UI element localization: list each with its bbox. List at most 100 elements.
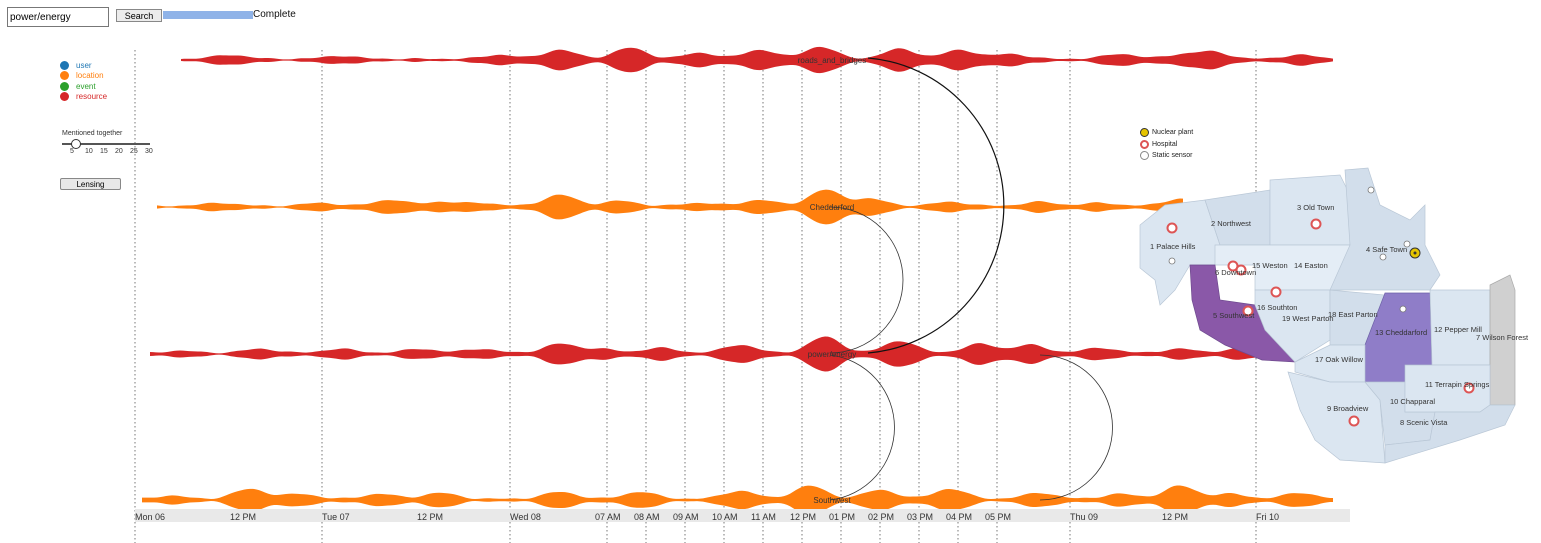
map-legend-label: Nuclear plant bbox=[1152, 129, 1194, 137]
sensor-icon[interactable] bbox=[1367, 186, 1375, 194]
map-legend-item: Static sensor bbox=[1140, 150, 1193, 162]
legend-item-event[interactable]: event bbox=[60, 81, 107, 92]
sensor-icon[interactable] bbox=[1403, 240, 1411, 248]
slider-tick: 10 bbox=[85, 148, 93, 155]
slider-tick: 20 bbox=[115, 148, 123, 155]
hospital-icon[interactable] bbox=[1166, 222, 1178, 234]
resource-dot-icon bbox=[60, 92, 69, 102]
map-region-label: 11 Terrapin Springs bbox=[1425, 380, 1490, 389]
legend-label: resource bbox=[76, 92, 108, 102]
hospital-icon[interactable] bbox=[1235, 264, 1247, 276]
slider-track[interactable] bbox=[62, 143, 150, 145]
time-axis-label: 12 PM bbox=[230, 512, 256, 522]
time-axis-label: Fri 10 bbox=[1256, 512, 1279, 522]
slider-handle[interactable] bbox=[71, 139, 81, 149]
time-axis-label: 09 AM bbox=[673, 512, 699, 522]
map-region-label: 7 Wilson Forest bbox=[1476, 333, 1529, 342]
hospital-icon[interactable] bbox=[1310, 218, 1322, 230]
time-axis-label: 05 PM bbox=[985, 512, 1011, 522]
hospital-icon[interactable] bbox=[1270, 286, 1282, 298]
time-axis-label: 07 AM bbox=[595, 512, 621, 522]
time-axis-label: 11 AM bbox=[751, 512, 776, 522]
map-region-label: 14 Easton bbox=[1294, 261, 1328, 270]
time-axis-bar bbox=[135, 509, 1350, 522]
time-axis-label: 01 PM bbox=[829, 512, 855, 522]
map-region-label: 19 West Parton bbox=[1282, 314, 1334, 323]
hospital-icon[interactable] bbox=[1348, 415, 1360, 427]
map-region-scenic-vista[interactable] bbox=[1384, 404, 1516, 464]
time-axis-label: 02 PM bbox=[868, 512, 894, 522]
legend-item-location[interactable]: location bbox=[60, 71, 107, 82]
map-region-label: 17 Oak Willow bbox=[1315, 355, 1364, 364]
stream-label[interactable]: roads_and_bridges bbox=[798, 56, 867, 65]
search-input[interactable] bbox=[7, 7, 109, 27]
city-map: 1 Palace Hills 2 Northwest 3 Old Town 4 Saf… bbox=[1139, 167, 1529, 464]
event-dot-icon bbox=[60, 81, 69, 91]
map-region-label: 5 Southwest bbox=[1213, 311, 1255, 320]
nuclear-icon bbox=[1140, 128, 1149, 138]
stream-label[interactable]: Southwest bbox=[813, 496, 851, 505]
map-region-label: 16 Southton bbox=[1257, 303, 1297, 312]
slider-tick: 15 bbox=[100, 148, 108, 155]
map-region-label: 10 Chapparal bbox=[1390, 397, 1435, 406]
sensor-icon[interactable] bbox=[1399, 305, 1407, 313]
legend-label: event bbox=[76, 81, 96, 91]
hospital-icon[interactable] bbox=[1463, 382, 1475, 394]
link-arc bbox=[829, 206, 904, 354]
nuclear-icon-core bbox=[1413, 251, 1417, 255]
time-axis-label: 04 PM bbox=[946, 512, 972, 522]
time-axis-label: 10 AM bbox=[712, 512, 738, 522]
hospital-icon bbox=[1140, 139, 1149, 149]
legend-item-user[interactable]: user bbox=[60, 60, 107, 71]
map-region-label: 13 Cheddarford bbox=[1375, 328, 1427, 337]
sensor-icon[interactable] bbox=[1168, 257, 1176, 265]
hospital-icon[interactable] bbox=[1242, 305, 1254, 317]
time-axis-label: 12 PM bbox=[790, 512, 816, 522]
slider-label: Mentioned together bbox=[62, 130, 123, 137]
search-button[interactable]: Search bbox=[116, 9, 162, 22]
time-axis-label: Thu 09 bbox=[1070, 512, 1098, 522]
stream-0[interactable] bbox=[181, 46, 1333, 74]
map-legend-label: Hospital bbox=[1152, 140, 1178, 148]
type-legend: user location event resource bbox=[60, 60, 107, 102]
stream-label[interactable]: power/energy bbox=[808, 350, 856, 359]
time-axis-label: Wed 08 bbox=[510, 512, 541, 522]
map-legend-label: Static sensor bbox=[1152, 152, 1193, 160]
link-arc bbox=[829, 354, 895, 501]
legend-label: location bbox=[76, 71, 104, 81]
map-legend-item: Nuclear plant bbox=[1140, 127, 1193, 139]
map-region-label: 15 Weston bbox=[1252, 261, 1288, 270]
sensor-icon[interactable] bbox=[1379, 253, 1387, 261]
map-region-label: 4 Safe Town bbox=[1366, 245, 1407, 254]
map-region-label: 6 Downtown bbox=[1215, 268, 1256, 277]
map-legend: Nuclear plant Hospital Static sensor bbox=[1140, 127, 1193, 162]
progress-status: Complete bbox=[253, 9, 296, 20]
slider-tick: 30 bbox=[145, 148, 153, 155]
legend-label: user bbox=[76, 60, 92, 70]
time-axis-label: 12 PM bbox=[417, 512, 443, 522]
slider-tick: 5 bbox=[70, 148, 74, 155]
time-axis-label: 03 PM bbox=[907, 512, 933, 522]
stream-3[interactable] bbox=[142, 485, 1333, 515]
time-axis-label: Tue 07 bbox=[322, 512, 350, 522]
map-region-label: 18 East Parton bbox=[1328, 310, 1378, 319]
stream-2[interactable] bbox=[150, 336, 1260, 372]
map-region-label: 2 Northwest bbox=[1211, 219, 1252, 228]
progress-fill bbox=[163, 11, 253, 19]
user-dot-icon bbox=[60, 60, 69, 70]
legend-item-resource[interactable]: resource bbox=[60, 92, 107, 103]
location-dot-icon bbox=[60, 71, 69, 81]
slider-tick: 25 bbox=[130, 148, 138, 155]
time-axis-label: 12 PM bbox=[1162, 512, 1188, 522]
link-arc bbox=[867, 57, 1005, 354]
time-axis-label: 08 AM bbox=[634, 512, 660, 522]
map-region-label: 12 Pepper Mill bbox=[1434, 325, 1482, 334]
link-arc bbox=[1039, 354, 1113, 501]
lensing-button[interactable]: Lensing bbox=[60, 178, 121, 190]
sensor-icon bbox=[1140, 151, 1149, 161]
map-region-label: 1 Palace Hills bbox=[1150, 242, 1196, 251]
stream-label[interactable]: Cheddarford bbox=[810, 203, 854, 212]
stream-1[interactable] bbox=[157, 189, 1183, 225]
map-region-label: 9 Broadview bbox=[1327, 404, 1369, 413]
